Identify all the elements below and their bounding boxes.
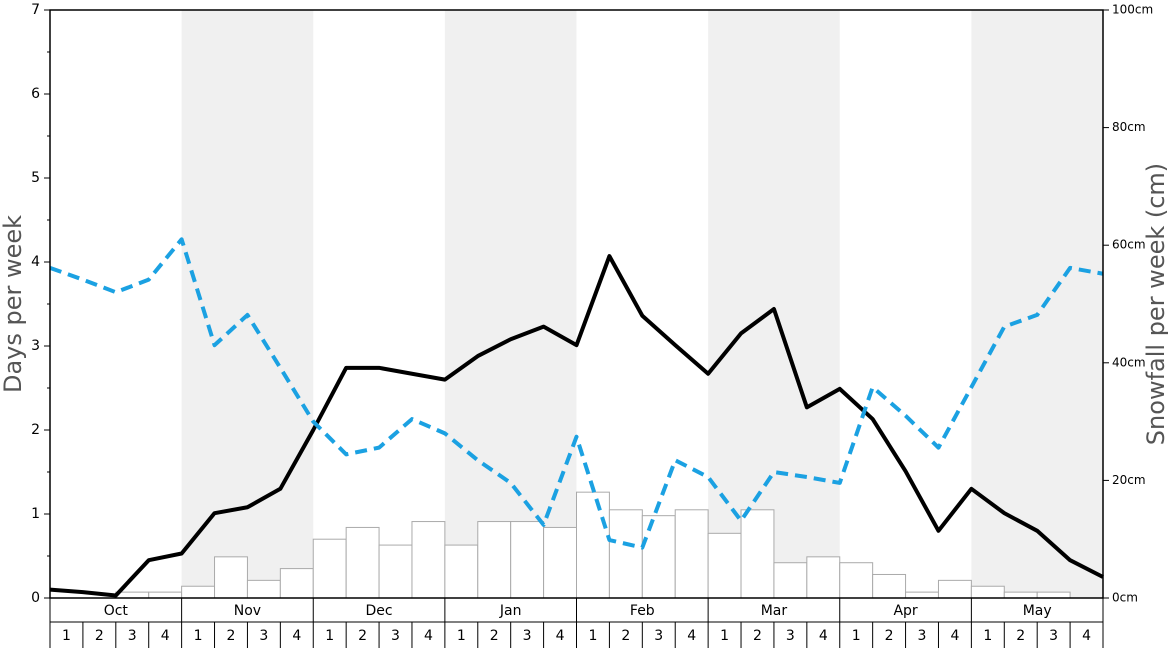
week-label: 4 xyxy=(556,628,565,644)
month-label: Dec xyxy=(366,603,393,619)
bar xyxy=(444,544,479,599)
bar xyxy=(970,585,1005,599)
bar xyxy=(872,573,907,599)
y2-tick-label: 0cm xyxy=(1112,591,1138,605)
bg-layer xyxy=(181,10,1103,598)
week-label: 3 xyxy=(918,628,927,644)
week-label: 3 xyxy=(391,628,400,644)
bar xyxy=(773,562,808,599)
month-shade xyxy=(971,10,1103,598)
week-label: 4 xyxy=(424,628,433,644)
bar xyxy=(707,532,742,599)
bar xyxy=(905,591,939,599)
bar xyxy=(641,515,676,599)
week-label: 4 xyxy=(819,628,828,644)
bar xyxy=(806,556,841,599)
week-label: 1 xyxy=(852,628,861,644)
week-label: 1 xyxy=(62,628,71,644)
line xyxy=(49,237,1104,550)
week-label: 3 xyxy=(259,628,268,644)
bar xyxy=(312,538,347,599)
bar xyxy=(477,521,512,599)
line xyxy=(49,254,1104,598)
bar xyxy=(378,544,413,599)
week-label: 1 xyxy=(457,628,466,644)
week-label: 2 xyxy=(1016,628,1025,644)
week-label: 2 xyxy=(95,628,104,644)
month-label: Oct xyxy=(104,603,129,619)
month-shade xyxy=(444,10,577,598)
y2-tick-label: 40cm xyxy=(1112,355,1146,369)
month-label: Feb xyxy=(630,603,655,619)
front-layer: 0 1 2 3 4 5 6 7 0cm 20cm 40cm 60cm 80cm 100cm Oct Nov De… xyxy=(31,2,1153,648)
bar xyxy=(576,491,610,599)
week-label: 2 xyxy=(227,628,236,644)
bar xyxy=(1003,591,1038,599)
y-tick-label: 3 xyxy=(31,338,40,354)
bar xyxy=(937,579,972,599)
week-label: 4 xyxy=(687,628,696,644)
y-tick-label: 2 xyxy=(31,422,40,438)
week-label: 1 xyxy=(588,628,597,644)
week-label: 1 xyxy=(325,628,334,644)
week-label: 3 xyxy=(1049,628,1058,644)
bar xyxy=(246,579,281,599)
month-label: May xyxy=(1023,603,1052,619)
bar xyxy=(740,509,775,599)
week-label: 4 xyxy=(1082,628,1091,644)
y-tick-label: 0 xyxy=(31,590,40,606)
bar xyxy=(181,585,216,599)
month-shade xyxy=(708,10,840,598)
bar xyxy=(1036,591,1071,599)
week-label: 3 xyxy=(654,628,663,644)
bar xyxy=(411,521,446,599)
bar xyxy=(608,509,643,599)
month-label: Jan xyxy=(499,603,522,619)
week-label: 2 xyxy=(621,628,630,644)
y2-tick-label: 80cm xyxy=(1112,120,1146,134)
week-label: 1 xyxy=(983,628,992,644)
week-label: 2 xyxy=(358,628,367,644)
y2-tick-label: 60cm xyxy=(1112,238,1146,252)
bar xyxy=(674,509,709,599)
week-label: 2 xyxy=(885,628,894,644)
y-tick-label: 4 xyxy=(31,254,40,270)
month-label: Nov xyxy=(234,603,261,619)
week-label: 3 xyxy=(523,628,532,644)
y-tick-label: 7 xyxy=(31,2,40,18)
y2-axis-title: Snowfall per week (cm) xyxy=(1142,163,1168,445)
bar xyxy=(279,568,314,599)
week-label: 2 xyxy=(753,628,762,644)
bar xyxy=(543,526,577,599)
month-label: Apr xyxy=(893,603,917,619)
week-label: 1 xyxy=(194,628,203,644)
bar xyxy=(345,526,380,599)
week-label: 4 xyxy=(292,628,301,644)
y2-tick-label: 100cm xyxy=(1112,3,1153,17)
month-shade xyxy=(181,10,314,598)
y-tick-label: 1 xyxy=(31,506,40,522)
week-label: 4 xyxy=(161,628,170,644)
bar xyxy=(839,562,874,599)
week-label: 3 xyxy=(786,628,795,644)
bar xyxy=(148,591,183,599)
week-label: 3 xyxy=(128,628,137,644)
bar xyxy=(214,556,248,599)
month-label: Mar xyxy=(761,603,788,619)
y-tick-label: 5 xyxy=(31,170,40,186)
bar xyxy=(510,521,545,599)
marks-layer xyxy=(49,237,1104,599)
y2-tick-label: 20cm xyxy=(1112,473,1146,487)
y-tick-label: 6 xyxy=(31,86,40,102)
week-label: 1 xyxy=(720,628,729,644)
week-label: 4 xyxy=(950,628,959,644)
y-axis-title: Days per week xyxy=(0,215,27,393)
week-label: 2 xyxy=(490,628,499,644)
